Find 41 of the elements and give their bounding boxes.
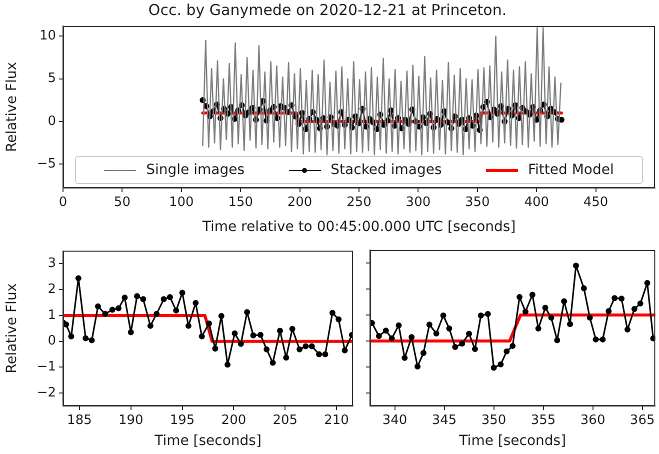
- x-tick-label: 195: [170, 413, 195, 428]
- x-tick-label: 340: [382, 413, 408, 428]
- legend-label: Stacked images: [330, 162, 442, 178]
- x-axis-title: Time [seconds]: [154, 433, 262, 450]
- x-tick-label: 355: [530, 413, 556, 428]
- x-axis-title: Time [seconds]: [458, 433, 566, 450]
- y-axis-title: Relative Flux: [4, 62, 20, 152]
- x-tick-label: 185: [67, 413, 92, 428]
- y-tick-label: 0: [48, 334, 56, 349]
- y-tick-label: 10: [39, 28, 56, 44]
- y-tick-label: −5: [36, 156, 56, 172]
- x-tick-label: 150: [228, 195, 254, 210]
- x-tick-label: 400: [524, 195, 550, 210]
- x-tick-label: 200: [221, 413, 246, 428]
- x-axis-title: Time relative to 00:45:00.000 UTC [seconds]: [201, 219, 516, 236]
- x-tick-label: 345: [432, 413, 457, 428]
- x-tick-label: 365: [630, 413, 655, 428]
- y-tick-label: 1: [48, 308, 56, 323]
- x-tick-label: 350: [481, 413, 506, 428]
- x-tick-label: 200: [287, 195, 312, 210]
- x-tick-label: 0: [58, 195, 68, 210]
- y-tick-label: −2: [36, 385, 56, 400]
- y-tick-label: 2: [48, 282, 56, 297]
- x-tick-label: 205: [272, 413, 298, 428]
- x-tick-label: 450: [583, 195, 608, 210]
- chart-title: Occ. by Ganymede on 2020-12-21 at Princeton.: [148, 0, 507, 19]
- legend-label: Fitted Model: [528, 162, 614, 178]
- x-tick-label: 250: [346, 195, 372, 210]
- legend-label: Single images: [146, 162, 244, 178]
- y-axis-title: Relative Flux: [4, 283, 20, 374]
- x-tick-label: 300: [406, 195, 431, 210]
- x-tick-label: 360: [580, 413, 606, 428]
- y-tick-label: −1: [36, 360, 56, 375]
- x-tick-label: 210: [324, 413, 349, 428]
- x-tick-label: 50: [114, 195, 130, 210]
- x-tick-label: 190: [118, 413, 144, 428]
- y-tick-label: 0: [48, 114, 56, 129]
- y-tick-label: 5: [48, 71, 56, 86]
- x-tick-label: 350: [464, 195, 490, 210]
- y-tick-label: 3: [48, 256, 56, 272]
- x-tick-label: 100: [168, 195, 194, 210]
